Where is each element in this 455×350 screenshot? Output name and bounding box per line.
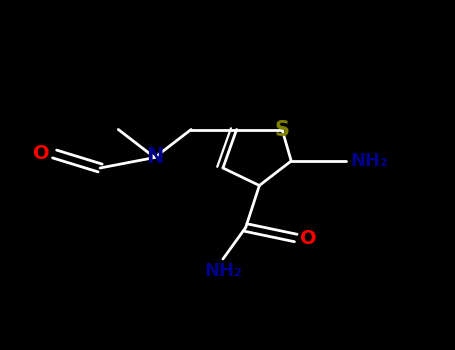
Text: N: N	[146, 147, 163, 168]
Text: NH₂: NH₂	[204, 262, 242, 280]
Text: NH₂: NH₂	[350, 152, 388, 170]
Text: O: O	[33, 145, 50, 163]
Text: O: O	[300, 229, 317, 247]
Text: S: S	[275, 119, 289, 140]
